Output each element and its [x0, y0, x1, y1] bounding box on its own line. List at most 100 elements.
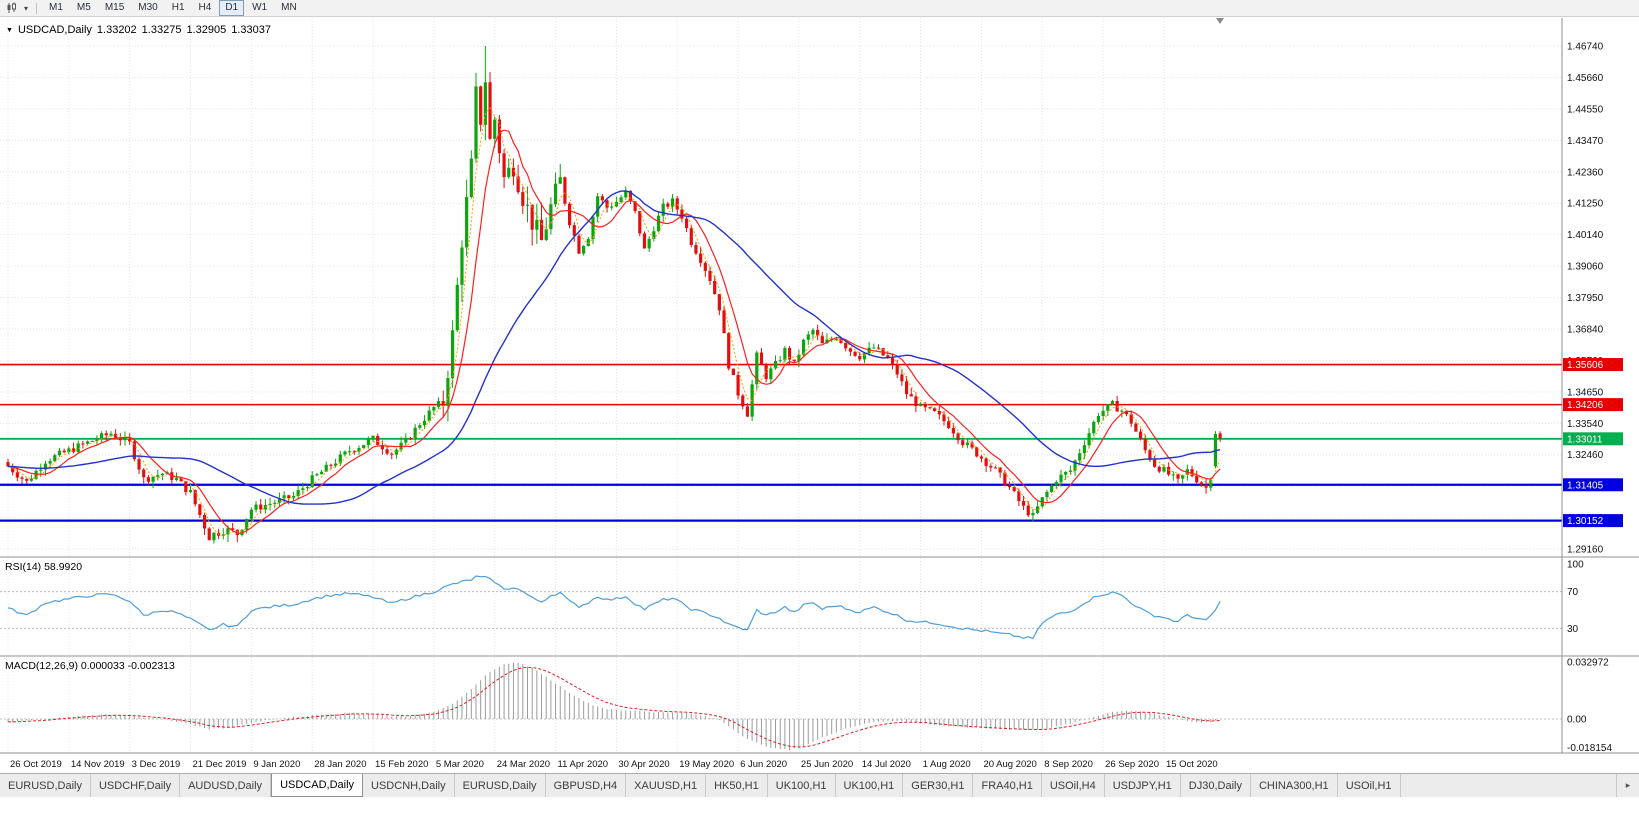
tab-usdcnh-daily[interactable]: USDCNH,Daily [363, 774, 455, 797]
timeframe-button-m1[interactable]: M1 [49, 2, 63, 13]
rsi-label: RSI(14) 58.9920 [5, 561, 83, 573]
svg-text:30: 30 [1567, 624, 1579, 635]
tab-china300-h1[interactable]: CHINA300,H1 [1250, 774, 1338, 797]
chart-tabbar: EURUSD,Daily USDCHF,Daily AUDUSD,Daily USDC… [0, 773, 1639, 797]
macd-panel [0, 662, 1562, 751]
tab-hk50-h1[interactable]: HK50,H1 [706, 774, 768, 797]
horizontal-lines [0, 363, 1562, 522]
symbol-collapse-icon[interactable]: ▼ [6, 26, 13, 34]
chart-canvas[interactable]: 1.46740 1.45660 1.44550 1.43470 1.42360 1.412… [0, 18, 1639, 773]
svg-text:1.36840: 1.36840 [1567, 324, 1604, 335]
timeframe-button-h4[interactable]: H4 [198, 2, 212, 13]
price-tag-1.30152 [1563, 514, 1623, 528]
svg-text:1.33540: 1.33540 [1567, 419, 1604, 430]
svg-text:30 Apr 2020: 30 Apr 2020 [618, 759, 669, 770]
tab-audusd-daily[interactable]: AUDUSD,Daily [180, 774, 272, 797]
svg-text:1.37950: 1.37950 [1567, 293, 1604, 304]
tab-usoil-h4[interactable]: USOil,H4 [1041, 774, 1105, 797]
ma-blue-line [7, 190, 1221, 505]
svg-text:11 Apr 2020: 11 Apr 2020 [558, 759, 609, 770]
svg-text:1.35606: 1.35606 [1567, 360, 1604, 371]
moving-averages [7, 107, 1221, 537]
chart-area: 1.46740 1.45660 1.44550 1.43470 1.42360 1.412… [0, 18, 1639, 773]
candles [6, 46, 1222, 544]
tab-scroll-right-button[interactable]: ▸ [1616, 774, 1639, 797]
price-tag-1.33011 [1563, 432, 1623, 446]
quote-close: 1.33037 [231, 24, 271, 36]
timeframe-button-m30[interactable]: M30 [138, 2, 158, 13]
tab-uk100-h1[interactable]: UK100,H1 [767, 774, 836, 797]
tab-dj30-daily[interactable]: DJ30,Daily [1180, 774, 1251, 797]
svg-text:24 Mar 2020: 24 Mar 2020 [497, 759, 550, 770]
svg-text:9 Jan 2020: 9 Jan 2020 [253, 759, 300, 770]
caret-down-icon[interactable]: ▾ [23, 3, 28, 13]
timeframe-button-m5[interactable]: M5 [76, 2, 91, 13]
svg-text:14 Nov 2019: 14 Nov 2019 [71, 759, 125, 770]
tab-fra40-h1[interactable]: FRA40,H1 [973, 774, 1042, 797]
tab-ger30-h1[interactable]: GER30,H1 [903, 774, 974, 797]
svg-text:15 Oct 2020: 15 Oct 2020 [1166, 759, 1218, 770]
panel-separators [0, 18, 1639, 754]
indicator-axis-labels: 100 70 30 0.032972 0.00 -0.018154 [1567, 560, 1612, 755]
toolbar-separator [36, 2, 37, 14]
timeframe-button-h1[interactable]: H1 [171, 2, 185, 13]
tab-uk100-h1[interactable]: UK100,H1 [835, 774, 904, 797]
svg-text:100: 100 [1567, 560, 1584, 571]
svg-text:0.032972: 0.032972 [1567, 658, 1609, 669]
timeframe-button-m15[interactable]: M15 [104, 2, 125, 13]
timeframe-buttons: M1 M5 M15 M30 H1 H4 D1 W1 MN [42, 0, 304, 17]
svg-text:1.44550: 1.44550 [1567, 104, 1604, 115]
svg-text:0.00: 0.00 [1567, 715, 1587, 726]
tab-gbpusd-h4[interactable]: GBPUSD,H4 [545, 774, 627, 797]
svg-text:1.41250: 1.41250 [1567, 199, 1604, 210]
svg-text:1.39060: 1.39060 [1567, 262, 1604, 273]
svg-text:1.32460: 1.32460 [1567, 450, 1604, 461]
timeframe-button-d1[interactable]: D1 [219, 0, 245, 16]
svg-text:1.40140: 1.40140 [1567, 230, 1604, 241]
tab-usdcad-daily[interactable]: USDCAD,Daily [271, 774, 364, 797]
tab-usoil-h1[interactable]: USOil,H1 [1337, 774, 1401, 797]
svg-text:8 Sep 2020: 8 Sep 2020 [1044, 759, 1093, 770]
symbol-name: USDCAD,Daily [17, 24, 92, 36]
chart-shift-marker [1216, 18, 1224, 24]
rsi-line [7, 575, 1221, 640]
tab-usdchf-daily[interactable]: USDCHF,Daily [90, 774, 181, 797]
chart-shift [1216, 18, 1224, 24]
macd-signal-line [7, 666, 1221, 748]
svg-text:-0.018154: -0.018154 [1567, 743, 1612, 754]
svg-text:6 Jun 2020: 6 Jun 2020 [740, 759, 787, 770]
chart-type-icon[interactable] [4, 1, 20, 15]
timeframe-button-mn[interactable]: MN [281, 2, 297, 13]
tab-usdjpy-h1[interactable]: USDJPY,H1 [1104, 774, 1181, 797]
macd-histogram [7, 662, 1221, 751]
tab-eurusd-daily[interactable]: EURUSD,Daily [0, 774, 91, 797]
svg-text:5 Mar 2020: 5 Mar 2020 [436, 759, 484, 770]
svg-text:1.29160: 1.29160 [1567, 545, 1604, 556]
date-axis-labels: 26 Oct 2019 14 Nov 2019 3 Dec 2019 21 Dec 2… [10, 759, 1218, 770]
tab-eurusd-daily[interactable]: EURUSD,Daily [454, 774, 546, 797]
svg-text:26 Oct 2019: 26 Oct 2019 [10, 759, 62, 770]
quote-low: 1.32905 [186, 24, 227, 36]
svg-text:1.46740: 1.46740 [1567, 42, 1604, 53]
svg-text:1.33011: 1.33011 [1567, 434, 1603, 445]
timeframe-button-w1[interactable]: W1 [252, 2, 268, 13]
svg-text:1.31405: 1.31405 [1567, 480, 1604, 491]
grid [0, 18, 1562, 753]
timeframe-toolbar: ▾ M1 M5 M15 M30 H1 H4 D1 W1 MN [0, 0, 1639, 17]
svg-text:25 Jun 2020: 25 Jun 2020 [801, 759, 853, 770]
price-axis-labels: 1.46740 1.45660 1.44550 1.43470 1.42360 1.412… [1567, 42, 1604, 556]
ma-orange-line [7, 107, 1221, 537]
svg-text:28 Jan 2020: 28 Jan 2020 [314, 759, 366, 770]
svg-text:14 Jul 2020: 14 Jul 2020 [862, 759, 911, 770]
svg-text:70: 70 [1567, 587, 1579, 598]
ma-red-line [7, 129, 1221, 534]
svg-text:19 May 2020: 19 May 2020 [679, 759, 734, 770]
chart-type-icon-glyph [7, 2, 16, 13]
svg-text:21 Dec 2019: 21 Dec 2019 [193, 759, 247, 770]
quote-open: 1.33202 [96, 24, 137, 36]
macd-label: MACD(12,26,9) 0.000033 -0.002313 [5, 660, 175, 672]
svg-text:1.34650: 1.34650 [1567, 387, 1604, 398]
tab-xauusd-h1[interactable]: XAUUSD,H1 [626, 774, 707, 797]
price-tag-1.31405 [1563, 478, 1623, 492]
